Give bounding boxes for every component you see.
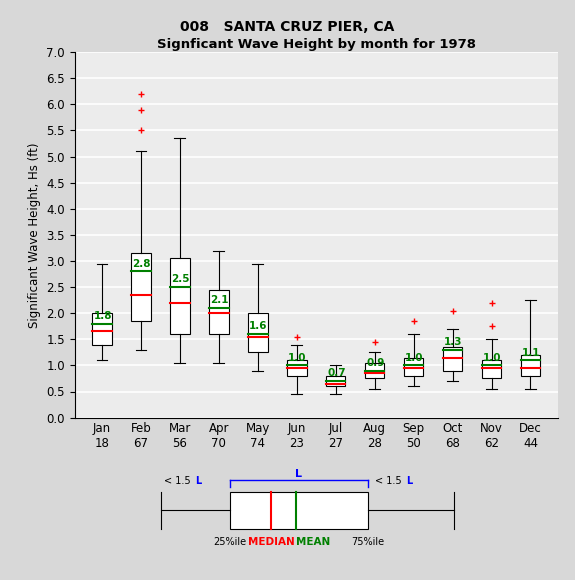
Text: MEAN: MEAN [296,537,330,547]
Text: MEDIAN: MEDIAN [248,537,295,547]
Bar [443,347,462,371]
Text: 2.5: 2.5 [171,274,190,285]
Text: L: L [196,476,202,486]
Text: 0.9: 0.9 [366,358,385,368]
Title: Signficant Wave Height by month for 1978: Signficant Wave Height by month for 1978 [157,38,476,51]
Bar [170,259,190,334]
Text: 0.7: 0.7 [327,368,346,378]
Text: 1.6: 1.6 [249,321,268,331]
Bar [92,313,112,345]
Bar [209,289,229,334]
Bar [365,363,385,378]
Bar [482,360,501,378]
Text: 1.8: 1.8 [94,311,112,321]
Y-axis label: Significant Wave Height, Hs (ft): Significant Wave Height, Hs (ft) [28,142,41,328]
Text: 25%ile: 25%ile [213,537,247,547]
Text: L: L [296,469,302,479]
Text: 75%ile: 75%ile [351,537,385,547]
Text: 2.1: 2.1 [210,295,229,305]
Text: 1.0: 1.0 [405,353,424,363]
Bar [248,313,267,352]
Text: 1.0: 1.0 [288,353,306,363]
Bar [326,376,346,386]
Text: L: L [406,476,412,486]
Bar [521,355,540,376]
Text: 1.1: 1.1 [522,347,540,357]
Text: 1.0: 1.0 [483,353,501,363]
Text: 008   SANTA CRUZ PIER, CA: 008 SANTA CRUZ PIER, CA [181,20,394,34]
Text: < 1.5: < 1.5 [375,476,405,486]
Text: 1.3: 1.3 [444,337,462,347]
Text: < 1.5: < 1.5 [164,476,194,486]
Bar [404,357,423,376]
Text: 2.8: 2.8 [132,259,151,269]
Bar [131,253,151,321]
Bar [230,492,368,529]
Bar [287,360,306,376]
